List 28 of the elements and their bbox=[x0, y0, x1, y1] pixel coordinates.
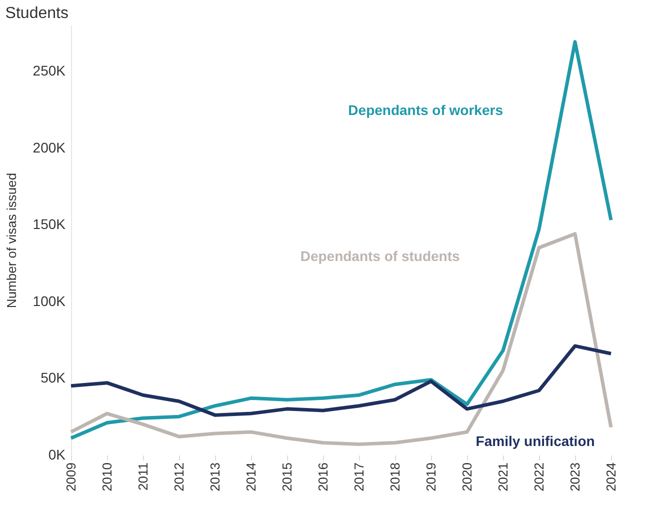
x-tick-label: 2021 bbox=[496, 462, 510, 492]
y-tick-label: 100K bbox=[32, 292, 66, 309]
y-tick-label: 50K bbox=[40, 370, 66, 386]
x-tick-label: 2009 bbox=[64, 462, 78, 492]
x-tick-label: 2024 bbox=[604, 462, 618, 492]
x-tick-label: 2022 bbox=[532, 462, 546, 492]
x-tick-label: 2023 bbox=[568, 462, 582, 492]
text: Dependants of workers bbox=[348, 102, 504, 118]
x-tick-label: 2019 bbox=[424, 462, 438, 492]
y-axis-title: Number of visas issued bbox=[4, 172, 19, 308]
x-tick-label: 2012 bbox=[172, 462, 186, 492]
x-tick-label: 2013 bbox=[208, 462, 222, 492]
x-tick-label: 2018 bbox=[388, 462, 402, 492]
y-tick-label: 200K bbox=[32, 139, 66, 156]
y-tick-label: 250K bbox=[32, 62, 66, 79]
x-tick-label: 2011 bbox=[136, 462, 150, 490]
x-tick-label: 2015 bbox=[280, 462, 294, 492]
line-series bbox=[69, 344, 613, 417]
x-tick-label: 2017 bbox=[352, 462, 366, 492]
series-label: Family unification bbox=[476, 433, 595, 450]
y-tick-label: 0K bbox=[48, 446, 66, 462]
x-tick-label: 2020 bbox=[460, 462, 474, 492]
x-tick-label: 2016 bbox=[316, 462, 330, 492]
text: Dependants of students bbox=[300, 248, 460, 264]
x-tick-label: 2014 bbox=[244, 462, 258, 492]
x-tick-label: 2010 bbox=[100, 462, 114, 492]
y-tick-label: 150K bbox=[32, 216, 66, 232]
chart-title: Students bbox=[5, 5, 68, 22]
